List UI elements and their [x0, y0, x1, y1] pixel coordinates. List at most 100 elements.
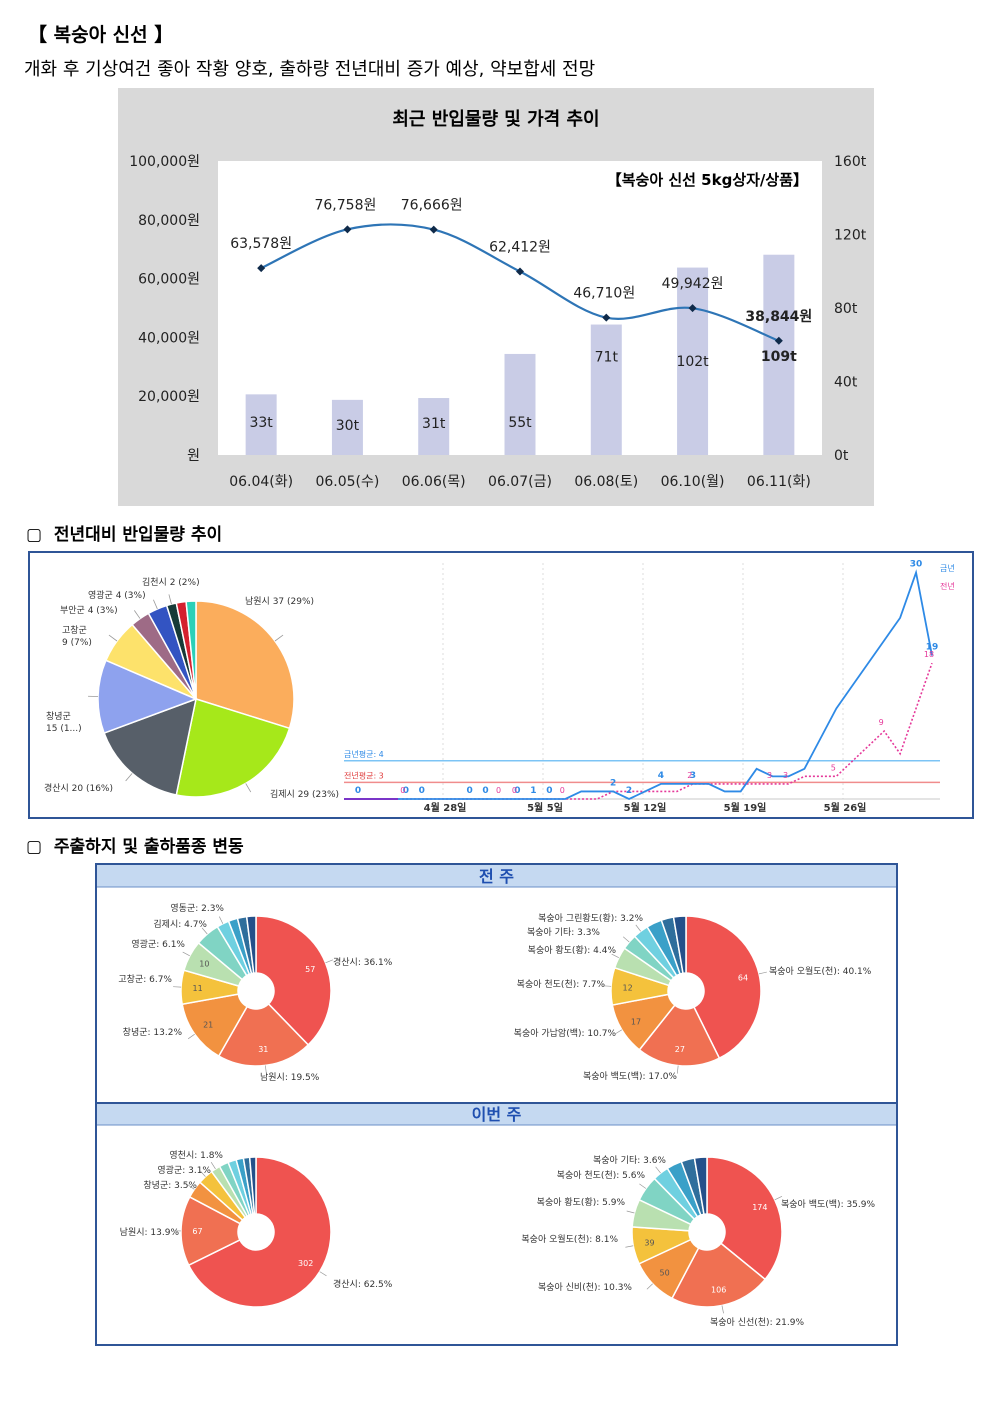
pie-label: 경산시 20 (16%) — [44, 782, 113, 794]
price-marker — [774, 336, 783, 345]
page-heading: 【 복숭아 신선 】 — [28, 24, 174, 46]
category-tick: 06.05(수) — [315, 474, 379, 490]
volume-label: 109t — [761, 349, 797, 365]
pie-label: 창녕군 — [46, 711, 71, 722]
donut-leader — [325, 959, 334, 964]
donut-label: 복숭아 천도(천): 5.6% — [557, 1170, 646, 1181]
price-marker — [257, 264, 266, 273]
pie-leader — [153, 599, 158, 610]
origin-pie-slice — [195, 600, 295, 730]
donut-leader — [639, 1183, 647, 1189]
current-year-label: 3 — [690, 771, 696, 781]
donut-label: 복숭아 천도(천): 7.7% — [517, 979, 606, 990]
origin-pie-slice — [103, 697, 198, 796]
pie-label: 고창군 — [62, 625, 87, 636]
price-marker — [343, 225, 352, 234]
pie-leader — [245, 783, 252, 793]
pie-leader — [168, 594, 172, 605]
donut-label: 복숭아 신비(천): 10.3% — [538, 1282, 632, 1293]
right-axis-tick: 40t — [834, 375, 858, 391]
pie-leader — [133, 610, 141, 619]
donut-leader — [625, 1245, 634, 1248]
donut-leader — [319, 1271, 327, 1277]
donut-label: 영광군: 6.1% — [131, 938, 185, 950]
category-tick: 06.04(화) — [229, 474, 293, 490]
donut-value: 10 — [199, 960, 209, 969]
donut-leader — [635, 924, 641, 932]
current-year-label: 4 — [658, 771, 664, 781]
current-year-label: 0 — [403, 786, 409, 796]
donut-value: 12 — [623, 983, 633, 992]
price-volume-chart: 최근 반입물량 및 가격 추이 【복숭아 신선 5kg상자/상품】 원 20,000원… — [118, 88, 874, 506]
week-header-bar — [97, 865, 896, 887]
donut-leader — [626, 1210, 635, 1214]
pie-label: 15 (1...) — [46, 724, 82, 734]
section-title-volume-trend: ▢ 전년대비 반입물량 추이 — [26, 525, 223, 545]
right-axis-tick: 0t — [834, 448, 849, 464]
donut-5-slice — [180, 1195, 242, 1267]
volume-bar — [590, 324, 622, 455]
price-marker — [602, 313, 611, 322]
week-header-title: 전 주 — [479, 867, 514, 886]
volume-trend-panel: 남원시 37 (29%) 김제시 29 (23%) 경산시 20 (16%) 창녕군 1… — [28, 551, 974, 819]
x-tick: 5월 26일 — [824, 801, 867, 814]
prev-year-label: 0 — [512, 786, 517, 795]
donut-label: 창녕군: 3.5% — [143, 1180, 197, 1191]
pie-leader — [108, 634, 118, 642]
donut-value: 17 — [631, 1017, 641, 1026]
donut-leader — [210, 1161, 216, 1170]
donut-label: 복숭아 황도(황): 4.4% — [528, 945, 617, 956]
donut-label: 복숭아 신선(천): 21.9% — [710, 1317, 804, 1328]
donut-label: 영동군: 2.3% — [170, 903, 224, 914]
category-tick: 06.11(화) — [747, 474, 811, 490]
donut-value: 302 — [298, 1259, 313, 1268]
donut-label: 복숭아 오월도(천): 40.1% — [769, 965, 872, 977]
donut-leader — [182, 951, 190, 957]
prev-year-label: 18 — [924, 650, 934, 659]
prev-year-label: 3 — [783, 771, 788, 780]
donut-3-slice — [245, 915, 257, 974]
current-year-label: 0 — [355, 786, 361, 796]
donut-value: 174 — [752, 1203, 767, 1212]
pie-label: 김천시 2 (2%) — [142, 576, 200, 588]
current-year-label: 0 — [419, 786, 425, 796]
donut-label: 복숭아 가납암(백): 10.7% — [514, 1027, 617, 1039]
donut-6-slice — [670, 1242, 767, 1308]
price-marker — [516, 267, 524, 276]
donut-leader — [614, 1029, 623, 1035]
left-axis-tick: 20,000원 — [138, 389, 200, 405]
donut-leader — [219, 916, 224, 924]
current-year-label: 19 — [926, 643, 939, 653]
prev-year-label: 2 — [687, 771, 692, 780]
donut-label: 김제시: 4.7% — [153, 918, 207, 930]
category-tick: 06.10(월) — [661, 474, 725, 490]
donut-3-slice — [217, 1002, 310, 1067]
current-year-label: 1 — [530, 786, 536, 796]
donut-6-slice — [706, 1156, 783, 1281]
current-year-label: 0 — [482, 786, 488, 796]
price-label: 76,666원 — [401, 198, 463, 214]
week-header-title: 이번 주 — [472, 1105, 522, 1124]
donut-leader — [187, 1184, 195, 1190]
donut-label: 창녕군: 13.2% — [123, 1027, 183, 1038]
donut-leader — [646, 1283, 653, 1290]
left-axis-tick: 원 — [187, 448, 200, 464]
donut-leader — [611, 953, 619, 958]
price-marker — [688, 304, 697, 313]
volume-label: 33t — [249, 415, 273, 431]
donut-leader — [603, 985, 612, 987]
reference-label: 금년평균: 4 — [344, 749, 384, 759]
donut-leader — [264, 1065, 267, 1074]
summary-text: 개화 후 기상여건 좋아 작황 양호, 출하량 전년대비 증가 예상, 약보합세… — [24, 59, 596, 80]
pie-label: 부안군 4 (3%) — [60, 605, 118, 616]
prev-year-label: 5 — [831, 763, 836, 772]
donut-value: 50 — [660, 1268, 670, 1277]
current-year-label: 0 — [546, 786, 552, 796]
x-tick: 5월 12일 — [624, 801, 667, 814]
volume-bar — [677, 267, 709, 455]
donut-4-slice — [685, 915, 762, 1060]
prev-year-label: 0 — [560, 786, 565, 795]
donut-leader — [199, 1170, 206, 1177]
donut-label: 영광군: 3.1% — [157, 1164, 211, 1176]
pie-leader — [125, 773, 133, 782]
